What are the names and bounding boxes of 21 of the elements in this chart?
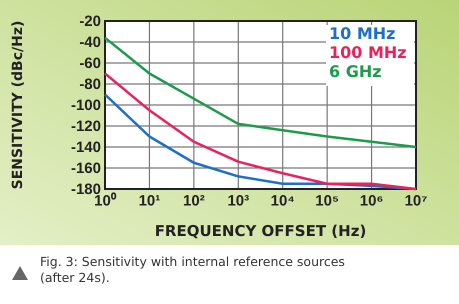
y-tick-label: -160: [70, 160, 101, 177]
x-axis-title: FREQUENCY OFFSET (Hz): [154, 222, 366, 240]
y-tick-label: -20: [79, 12, 101, 30]
y-axis-title: SENSITIVITY (dBc/Hz): [10, 20, 26, 190]
y-tick-label: -40: [79, 34, 101, 51]
y-tick-label: -80: [79, 76, 101, 93]
x-tick-label: 10¹: [138, 192, 160, 210]
x-tick-label: 10³: [227, 192, 250, 210]
x-tick-label: 10⁷: [404, 192, 428, 210]
x-tick-label: 10⁴: [270, 192, 295, 210]
caption: Fig. 3: Sensitivity with internal reference sources (after 24s).: [40, 254, 346, 286]
y-tick-label: -60: [79, 54, 101, 72]
y-tick-label: -140: [70, 138, 101, 156]
x-tick-label: 10⁶: [360, 192, 384, 210]
y-tick-label: -100: [70, 96, 101, 114]
y-tick-label: -120: [70, 118, 101, 135]
x-tick-label: 10⁵: [315, 192, 340, 210]
text: 100 MHz: [329, 43, 407, 62]
text: 6 GHz: [329, 62, 382, 81]
text: 10 MHz: [329, 24, 396, 43]
x-tick-label: 10²: [183, 192, 205, 210]
